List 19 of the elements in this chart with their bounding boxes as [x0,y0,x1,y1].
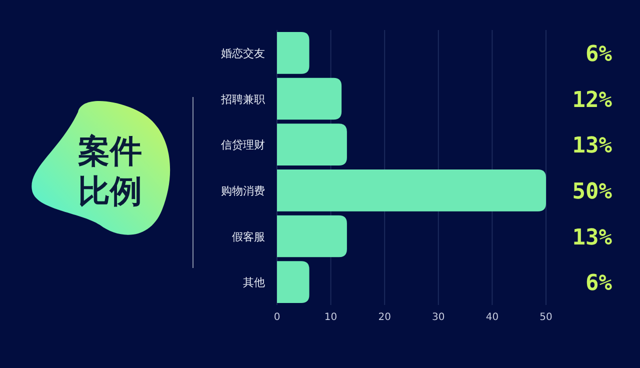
x-tick-label: 50 [540,312,552,323]
data-label: 13% [572,225,613,250]
x-tick-label: 20 [378,312,391,323]
y-tick-label: 婚恋交友 [221,46,265,60]
x-tick-label: 40 [486,312,499,323]
data-label: 6% [586,42,613,67]
y-tick-label: 信贷理财 [221,138,265,152]
y-tick-label: 其他 [243,276,265,290]
data-label: 13% [572,134,613,159]
y-tick-label: 招聘兼职 [220,92,265,106]
data-label: 50% [572,179,613,204]
x-tick-label: 10 [324,312,338,323]
x-tick-label: 0 [274,312,280,323]
x-tick-label: 30 [432,312,445,323]
y-tick-label: 购物消费 [221,184,265,198]
text: 案件比例 [78,132,142,209]
data-label: 6% [586,271,613,296]
data-label: 12% [572,88,613,113]
y-tick-label: 假客服 [232,230,265,244]
